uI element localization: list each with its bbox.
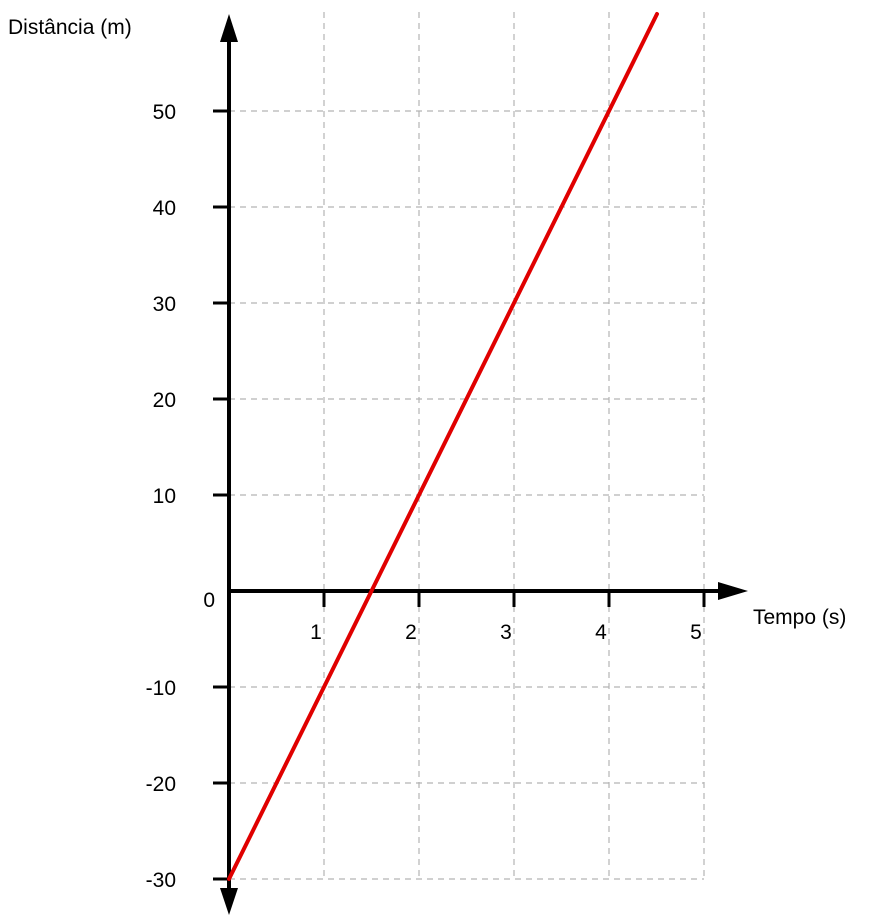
y-tick-label: 30	[153, 293, 176, 316]
y-axis-arrow-down	[220, 888, 238, 915]
y-tick-label: 10	[153, 485, 176, 508]
y-axis-arrow-up	[220, 14, 238, 42]
x-axis-label: Tempo (s)	[753, 606, 846, 629]
axes	[213, 14, 748, 915]
y-tick-label: 50	[153, 101, 176, 124]
x-axis-arrow	[718, 582, 748, 600]
x-tick-label: 4	[595, 621, 607, 644]
y-tick-label: -10	[146, 677, 176, 700]
y-axis-label: Distância (m)	[8, 16, 132, 39]
grid	[229, 12, 705, 880]
x-tick-label: 1	[310, 621, 322, 644]
x-tick-label: 2	[405, 621, 417, 644]
series-line	[227, 12, 659, 881]
x-tick-label: 3	[500, 621, 512, 644]
series-layer	[227, 12, 659, 881]
y-tick-label: -30	[146, 869, 176, 892]
labels: Distância (m) Tempo (s) 1 2 3 4 5 -30 -20 -10 0 1…	[8, 16, 846, 892]
y-tick-label: 0	[203, 589, 215, 612]
y-tick-label: -20	[146, 773, 176, 796]
y-tick-label: 40	[153, 197, 176, 220]
x-tick-label: 5	[690, 621, 702, 644]
y-tick-label: 20	[153, 389, 176, 412]
